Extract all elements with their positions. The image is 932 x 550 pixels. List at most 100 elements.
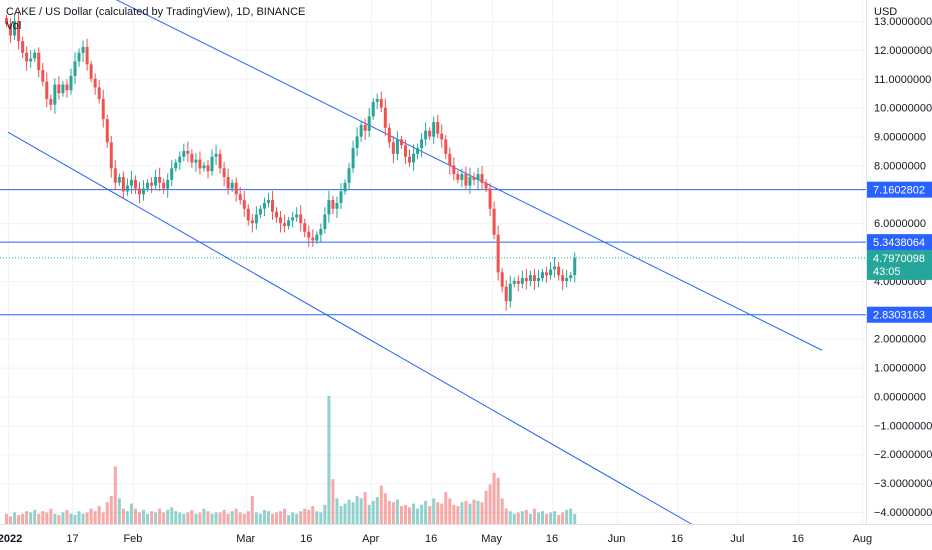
candle-body bbox=[444, 139, 448, 154]
volume-bar bbox=[33, 509, 37, 524]
volume-bar bbox=[121, 508, 125, 524]
candle-body bbox=[383, 107, 387, 128]
candle-body bbox=[21, 41, 25, 53]
candle-body bbox=[250, 220, 254, 224]
volume-bar bbox=[150, 511, 154, 524]
candle-body bbox=[573, 257, 577, 276]
volume-bar bbox=[41, 511, 45, 524]
volume-bar bbox=[125, 511, 129, 524]
candle-body bbox=[464, 174, 468, 186]
candle-body bbox=[242, 200, 246, 209]
candle-body bbox=[97, 87, 101, 99]
volume-bar bbox=[408, 507, 411, 524]
candle-body bbox=[198, 159, 202, 169]
volume-bar bbox=[295, 513, 299, 524]
volume-bar bbox=[524, 509, 528, 524]
volume-bar bbox=[452, 504, 456, 524]
volume-bar bbox=[61, 512, 65, 524]
volume-bar bbox=[573, 513, 577, 524]
y-tick-label: 6.0000000 bbox=[874, 218, 926, 230]
candle-body bbox=[109, 142, 113, 169]
candle-body bbox=[504, 286, 508, 302]
volume-bar bbox=[351, 502, 355, 524]
candle-body bbox=[335, 202, 339, 209]
legend: CAKE / US Dollar (calculated by TradingV… bbox=[6, 5, 305, 33]
x-tick-label: Feb bbox=[123, 533, 142, 545]
x-tick-label: 16 bbox=[425, 533, 437, 545]
volume-bar bbox=[508, 511, 512, 524]
candle-body bbox=[319, 228, 323, 235]
candle-body bbox=[512, 280, 516, 284]
volume-bar bbox=[557, 515, 561, 524]
volume-bar bbox=[375, 497, 379, 524]
candle-body bbox=[162, 182, 166, 189]
volume-label[interactable]: Vol bbox=[6, 20, 22, 32]
price-tag bbox=[867, 234, 932, 251]
candle-body bbox=[25, 52, 29, 62]
volume-bar bbox=[488, 484, 492, 524]
candle-body bbox=[291, 217, 295, 221]
volume-bar bbox=[545, 513, 549, 524]
volume-bar bbox=[250, 495, 254, 524]
candle-body bbox=[182, 150, 186, 157]
x-tick-label: 2022 bbox=[0, 533, 22, 545]
candle-body bbox=[440, 133, 444, 140]
volume-bar bbox=[299, 511, 303, 524]
candle-body bbox=[89, 64, 93, 79]
chart-grid bbox=[0, 0, 866, 524]
volume-bar bbox=[154, 512, 158, 524]
volume-bar bbox=[532, 508, 536, 524]
volume-bar bbox=[17, 515, 21, 524]
candle-body bbox=[222, 168, 226, 177]
candle-body bbox=[174, 162, 178, 169]
candle-body bbox=[561, 275, 565, 281]
x-tick-label: 16 bbox=[546, 533, 558, 545]
candle-body bbox=[186, 150, 190, 154]
volume-bar bbox=[291, 512, 295, 524]
candle-body bbox=[488, 188, 492, 209]
volume-bar bbox=[315, 511, 319, 524]
volume-bar bbox=[343, 503, 347, 524]
candle-body bbox=[146, 182, 150, 189]
candle-body bbox=[303, 223, 307, 232]
candle-body bbox=[77, 52, 81, 62]
volume-bar bbox=[355, 495, 359, 524]
volume-bar bbox=[178, 512, 182, 524]
candle-body bbox=[476, 174, 480, 180]
volume-bar bbox=[420, 504, 424, 524]
volume-bar bbox=[182, 513, 186, 524]
y-tick-label: 13.0000000 bbox=[874, 16, 932, 28]
y-tick-label: 12.0000000 bbox=[874, 45, 932, 57]
candle-body bbox=[85, 46, 89, 65]
volume-bar bbox=[311, 506, 315, 524]
candle-body bbox=[178, 156, 182, 163]
volume-bar bbox=[89, 508, 93, 524]
volume-bar bbox=[69, 513, 73, 524]
volume-bar bbox=[395, 499, 399, 524]
x-tick-label: 16 bbox=[300, 533, 312, 545]
volume-bar bbox=[133, 508, 137, 524]
candle-body bbox=[73, 61, 77, 76]
candle-body bbox=[5, 18, 8, 24]
candle-body bbox=[379, 98, 383, 108]
symbol-title[interactable]: CAKE / US Dollar (calculated by TradingV… bbox=[6, 6, 306, 18]
candle-body bbox=[553, 266, 557, 270]
candle-body bbox=[540, 272, 544, 279]
candle-body bbox=[117, 176, 121, 183]
volume-bar bbox=[101, 512, 105, 524]
x-tick-label: 17 bbox=[66, 533, 78, 545]
candle-body bbox=[287, 220, 291, 227]
y-tick-label: −3.0000000 bbox=[874, 478, 932, 490]
volume-bar bbox=[53, 513, 57, 524]
volume-bar bbox=[222, 509, 226, 524]
volume-bar bbox=[472, 499, 476, 524]
candle-body bbox=[545, 272, 549, 276]
volume-bar bbox=[270, 513, 274, 524]
volume-bar bbox=[258, 513, 262, 524]
volume-bar bbox=[565, 509, 569, 524]
candle-body bbox=[266, 200, 270, 203]
x-tick-label: May bbox=[481, 533, 502, 545]
candle-body bbox=[359, 124, 363, 137]
candle-body bbox=[408, 156, 411, 163]
